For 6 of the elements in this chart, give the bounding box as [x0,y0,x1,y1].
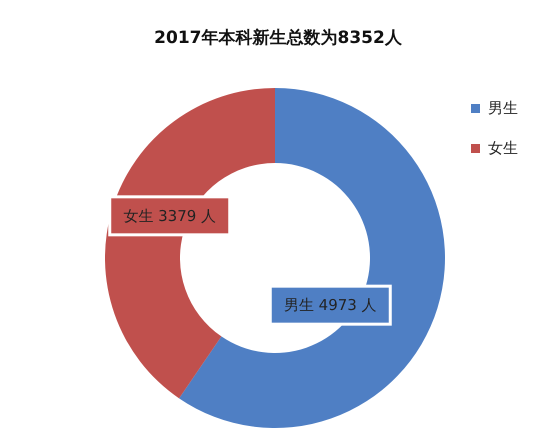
chart-title: 2017年本科新生总数为8352人 [154,28,403,48]
legend-label: 女生 [488,138,518,159]
donut-slice [105,88,275,398]
legend-label: 男生 [488,98,518,119]
data-label: 男生 4973 人 [284,296,377,314]
data-label: 女生 3379 人 [123,206,216,225]
